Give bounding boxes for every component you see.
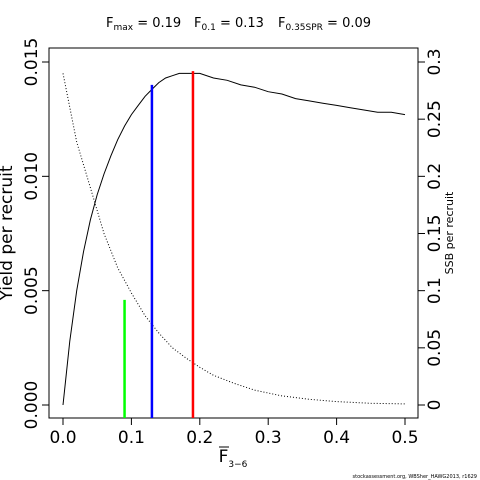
- y-right-tick-label: 0.2: [425, 163, 445, 190]
- x-tick-label: 0.4: [323, 428, 350, 448]
- y-right-tick-label: 0.3: [425, 48, 445, 75]
- x-tick-label: 0.0: [49, 428, 76, 448]
- title-item: F0.1 = 0.13: [194, 16, 264, 33]
- yield-per-recruit-line: [62, 72, 406, 406]
- y-axis-label-left: Yield per recruit: [0, 165, 17, 301]
- y-axis-label-right: SSB per recruit: [443, 191, 456, 274]
- title-item: F0.35SPR = 0.09: [278, 16, 371, 33]
- series-group: [62, 72, 406, 406]
- y-axis-left: 0.000 0.005 0.010 0.015: [22, 38, 49, 430]
- y-right-tick-label: 0.25: [425, 100, 445, 138]
- y-left-tick-label: 0.010: [22, 152, 42, 201]
- x-tick-label: 0.1: [118, 428, 145, 448]
- y-right-tick-label: 0.05: [425, 329, 445, 367]
- x-tick-label: 0.3: [255, 428, 282, 448]
- y-axis-right: 0 0.05 0.1 0.15 0.2 0.25 0.3: [418, 48, 445, 410]
- y-left-tick-label: 0.015: [22, 38, 42, 87]
- x-tick-label: 0.5: [391, 428, 418, 448]
- y-right-tick-label: 0.15: [425, 215, 445, 253]
- y-right-tick-label: 0.1: [425, 277, 445, 304]
- x-axis: 0.0 0.1 0.2 0.3 0.4 0.5: [49, 417, 419, 448]
- chart-title: Fmax = 0.19 F0.1 = 0.13 F0.35SPR = 0.09: [106, 16, 371, 33]
- y-left-tick-label: 0.000: [22, 381, 42, 430]
- y-right-tick-label: 0: [425, 400, 445, 411]
- reference-lines: [123, 71, 195, 418]
- ssb-per-recruit-line: [62, 73, 406, 405]
- x-axis-label: F3−6: [219, 447, 248, 470]
- credit-text: stockassessment.org, WBSher_HAWG2013, r1…: [353, 474, 477, 480]
- x-tick-label: 0.2: [186, 428, 213, 448]
- y-left-tick-label: 0.005: [22, 266, 42, 315]
- title-item: Fmax = 0.19: [106, 16, 181, 33]
